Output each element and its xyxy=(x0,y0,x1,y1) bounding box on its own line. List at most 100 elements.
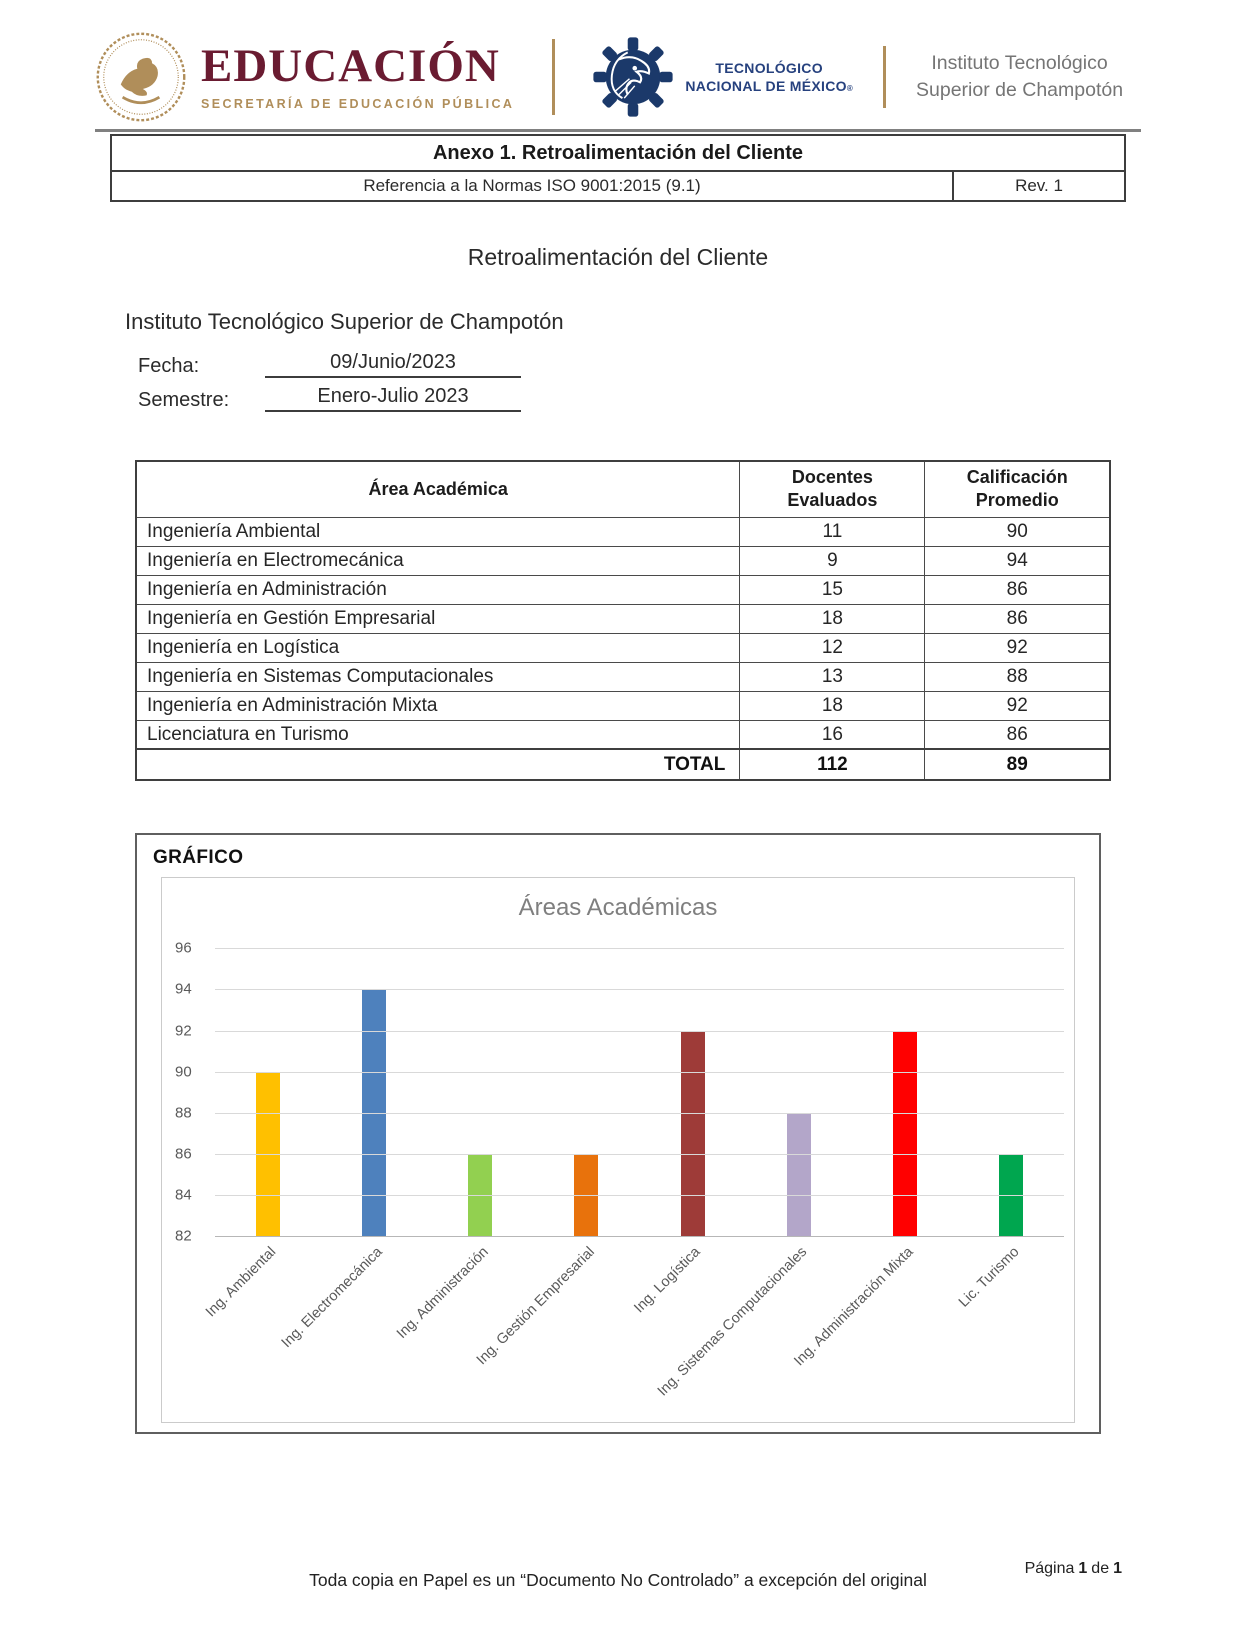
semestre-label: Semestre: xyxy=(138,389,230,411)
y-tick-label: 84 xyxy=(175,1186,192,1204)
docentes-cell: 18 xyxy=(739,690,926,721)
mexico-seal-icon xyxy=(96,32,186,122)
document-title: Anexo 1. Retroalimentación del Cliente xyxy=(112,136,1124,172)
bar-column xyxy=(640,948,746,1237)
bar-column xyxy=(215,948,321,1237)
institute-name-header: Instituto Tecnológico Superior de Champo… xyxy=(916,50,1123,105)
table-row: Ingeniería en Administración 15 86 xyxy=(135,574,1111,605)
calificacion-cell: 86 xyxy=(924,574,1111,605)
area-cell: Ingeniería en Administración xyxy=(135,574,741,605)
gridline xyxy=(215,1071,1064,1073)
x-axis-label: Ing. Ambiental xyxy=(203,1244,280,1321)
header-divider xyxy=(552,39,556,115)
fecha-value: 09/Junio/2023 xyxy=(265,351,521,378)
x-axis-label: Ing. Administración xyxy=(393,1244,492,1343)
iso-reference: Referencia a la Normas ISO 9001:2015 (9.… xyxy=(363,176,701,195)
y-tick-label: 92 xyxy=(175,1022,192,1040)
area-cell: Licenciatura en Turismo xyxy=(135,719,741,750)
area-cell: Ingeniería en Electromecánica xyxy=(135,545,741,576)
x-axis-labels: Ing. Ambiental Ing. Electromecánica Ing. A… xyxy=(203,1236,1064,1431)
bar-column xyxy=(852,948,958,1237)
calificacion-cell: 86 xyxy=(924,719,1111,750)
registered-mark: ® xyxy=(846,84,854,93)
x-axis-line xyxy=(215,1236,1064,1238)
chart-bar xyxy=(680,1030,705,1237)
chart-section-label: GRÁFICO xyxy=(153,847,244,869)
bar-column xyxy=(427,948,533,1237)
x-axis-label: Ing. Electromecánica xyxy=(278,1244,386,1352)
gridline xyxy=(215,1030,1064,1032)
y-tick-label: 88 xyxy=(175,1104,192,1122)
page-title: Retroalimentación del Cliente xyxy=(467,244,769,270)
x-axis-label: Ing. Gestión Empresarial xyxy=(473,1244,598,1369)
y-tick-label: 86 xyxy=(175,1145,192,1163)
table-row: Ingeniería en Electromecánica 9 94 xyxy=(135,545,1111,576)
calificacion-cell: 86 xyxy=(924,603,1111,634)
gridline xyxy=(215,1153,1064,1155)
x-axis-label: Ing. Administración Mixta xyxy=(790,1244,917,1370)
area-cell: Ingeniería en Sistemas Computacionales xyxy=(135,661,741,692)
column-header-calificacion: Calificación Promedio xyxy=(924,460,1111,518)
docentes-cell: 15 xyxy=(739,574,926,605)
header-rule xyxy=(95,129,1141,132)
table-row: Ingeniería en Sistemas Computacionales 1… xyxy=(135,661,1111,692)
tnm-wordmark: TECNOLÓGICO NACIONAL DE MÉXICO® xyxy=(685,59,853,95)
bar-column xyxy=(321,948,427,1237)
total-label: TOTAL xyxy=(135,748,741,781)
tnm-gear-logo-icon xyxy=(593,37,673,117)
table-body: Ingeniería Ambiental 11 90 Ingeniería en… xyxy=(135,516,1111,750)
page-indicator: Página 1 de 1 xyxy=(1024,1560,1122,1578)
column-header-docentes: Docentes Evaluados xyxy=(739,460,926,518)
meta-block: Fecha: 09/Junio/2023 Semestre: Enero-Jul… xyxy=(138,351,1236,412)
calificacion-cell: 92 xyxy=(924,690,1111,721)
chart-bars xyxy=(215,948,1064,1237)
fecha-label: Fecha: xyxy=(138,355,200,377)
page-footer: Toda copia en Papel es un “Documento No … xyxy=(130,1560,1122,1591)
calificacion-cell: 92 xyxy=(924,632,1111,663)
total-docentes: 112 xyxy=(739,748,926,781)
semestre-value: Enero-Julio 2023 xyxy=(265,385,521,412)
chart-area: Áreas Académicas 96 94 92 90 88 86 84 82 Ing. A… xyxy=(161,877,1075,1424)
revision-label: Rev. 1 xyxy=(952,172,1124,200)
institute-line2: Superior de Champotón xyxy=(916,79,1124,101)
bar-column xyxy=(746,948,852,1237)
gridline xyxy=(215,1195,1064,1197)
y-tick-label: 82 xyxy=(175,1227,192,1245)
table-total-row: TOTAL 112 89 xyxy=(135,748,1111,781)
calificacion-cell: 94 xyxy=(924,545,1111,576)
gridline xyxy=(215,1112,1064,1114)
area-cell: Ingeniería en Gestión Empresarial xyxy=(135,603,741,634)
page-header: EDUCACIÓN SECRETARÍA DE EDUCACIÓN PÚBLIC… xyxy=(95,28,1141,126)
y-tick-label: 90 xyxy=(175,1063,192,1081)
chart-section: GRÁFICO Áreas Académicas 96 94 92 90 88 86 84 8… xyxy=(135,833,1101,1435)
y-tick-label: 96 xyxy=(175,939,192,957)
document-title-table: Anexo 1. Retroalimentación del Cliente R… xyxy=(110,134,1126,202)
table-header-row: Área Académica Docentes Evaluados Califi… xyxy=(135,460,1111,518)
calificacion-cell: 90 xyxy=(924,516,1111,547)
docentes-cell: 11 xyxy=(739,516,926,547)
header-divider xyxy=(883,46,887,108)
column-header-area: Área Académica xyxy=(135,460,741,518)
tnm-line2: NACIONAL DE MÉXICO® xyxy=(685,78,854,94)
table-row: Ingeniería en Logística 12 92 xyxy=(135,632,1111,663)
bar-column xyxy=(533,948,639,1237)
area-cell: Ingeniería en Administración Mixta xyxy=(135,690,741,721)
docentes-cell: 16 xyxy=(739,719,926,750)
x-axis-label: Lic. Turismo xyxy=(955,1244,1023,1311)
chart-title: Áreas Académicas xyxy=(518,894,718,922)
chart-plot: 96 94 92 90 88 86 84 82 xyxy=(175,940,1064,1245)
sep-subtitle: SECRETARÍA DE EDUCACIÓN PÚBLICA xyxy=(201,97,515,111)
x-axis-label: Ing. Logística xyxy=(631,1244,704,1317)
chart-bar xyxy=(786,1112,811,1237)
table-row: Ingeniería Ambiental 11 90 xyxy=(135,516,1111,547)
docentes-cell: 9 xyxy=(739,545,926,576)
chart-bar xyxy=(892,1030,917,1237)
docentes-cell: 12 xyxy=(739,632,926,663)
area-cell: Ingeniería Ambiental xyxy=(135,516,741,547)
total-calificacion: 89 xyxy=(924,748,1111,781)
y-tick-label: 94 xyxy=(175,980,192,998)
tnm-line1: TECNOLÓGICO xyxy=(715,59,823,76)
institute-line1: Instituto Tecnológico xyxy=(931,51,1108,74)
table-row: Ingeniería en Gestión Empresarial 18 86 xyxy=(135,603,1111,634)
evaluation-table: Área Académica Docentes Evaluados Califi… xyxy=(135,460,1111,782)
